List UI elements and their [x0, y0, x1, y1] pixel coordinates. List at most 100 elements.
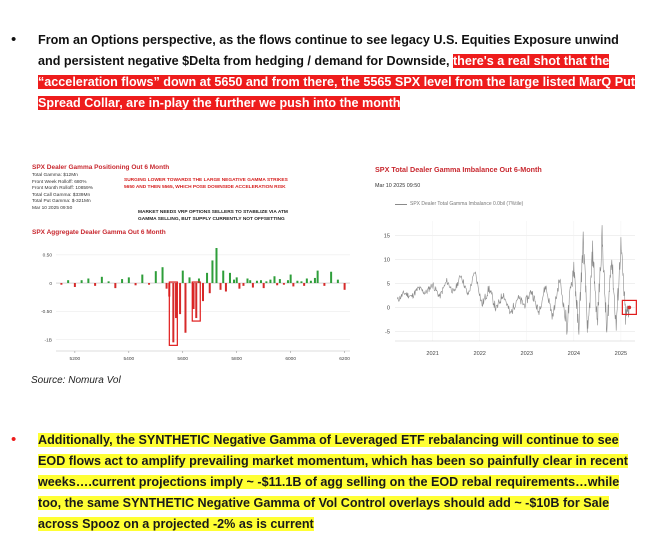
annotation-black-line: MARKET NEEDS VRP OPTIONS SELLERS TO STAB… [138, 210, 288, 215]
left-chart-stats: Total Gamma: $12Mn Front Week Rolloff: 6… [32, 173, 93, 213]
gamma-bar [300, 281, 303, 284]
y-tick-label: 5 [387, 281, 390, 287]
gamma-bar [330, 271, 333, 284]
y-tick-label: -5 [385, 329, 390, 335]
gamma-bar [195, 283, 198, 319]
gamma-bar [219, 283, 222, 290]
gamma-bar [94, 283, 97, 286]
gamma-bar [202, 283, 204, 302]
x-tick-label: 2024 [568, 351, 580, 357]
gamma-bar [289, 274, 292, 284]
gamma-bar [336, 279, 339, 284]
gamma-bar [224, 283, 227, 292]
gamma-bar [181, 270, 184, 284]
x-tick-label: 5800 [231, 356, 242, 362]
stat-line: Total Call Gamma: $339Mn [32, 192, 91, 198]
gamma-bar [246, 278, 249, 284]
y-tick-label: 0 [49, 281, 52, 287]
right-chart-date: Mar 10 2025 09:50 [375, 183, 421, 189]
gamma-bar [238, 283, 241, 289]
gamma-bar [255, 280, 258, 284]
gamma-imbalance-line-chart: 15 10 5 0 -5 2021 2022 2023 2024 2025 [384, 221, 637, 357]
gamma-bar [208, 283, 211, 294]
gamma-bar [114, 283, 117, 289]
highlight-box [191, 281, 201, 322]
source-caption: Source: Nomura Vol [31, 375, 121, 386]
gamma-bar [282, 283, 285, 285]
gamma-bar [141, 274, 144, 284]
x-tick-label: 2022 [473, 351, 485, 357]
x-tick-label: 6000 [285, 356, 296, 362]
gamma-bar [134, 283, 137, 286]
gamma-bar [228, 272, 231, 284]
gamma-bar [179, 283, 182, 315]
gamma-bar [259, 280, 262, 284]
y-tick-label: 0.50 [43, 253, 53, 259]
stat-line: Total Put Gamma: $-321Mn [32, 199, 91, 205]
stat-line: Total Gamma: $12Mn [32, 173, 78, 178]
y-tick-label: -1B [45, 337, 52, 343]
gamma-bar [211, 260, 214, 284]
gamma-bar [154, 271, 157, 284]
annotation-red-line: SURGING LOWER TOWARDS THE LARGE NEGATIVE… [124, 178, 288, 183]
stat-line: Front Month Rolloff: 10859% [32, 186, 93, 192]
highlight-box [168, 281, 178, 346]
right-chart-title: SPX Total Dealer Gamma Imbalance Out 6-M… [375, 165, 542, 174]
paragraph-plain-text: From an Options perspective, as the flow… [38, 33, 619, 68]
annotation-red-line: 5650 AND THEN 5565, WHICH POSE DOWNSIDE … [124, 184, 286, 190]
gamma-bar [73, 283, 76, 287]
gamma-bar [249, 280, 252, 284]
gamma-bar [343, 283, 346, 290]
gamma-bar [292, 283, 295, 287]
x-tick-label: 2021 [426, 351, 438, 357]
annotation-red: SURGING LOWER TOWARDS THE LARGE NEGATIVE… [124, 178, 288, 191]
right-gamma-imbalance-figure: SPX Total Dealer Gamma Imbalance Out 6-M… [373, 158, 645, 366]
gamma-bar [242, 283, 245, 286]
bullet-marker: • [11, 431, 17, 448]
gamma-bar [107, 281, 110, 284]
stat-line: Mar 10 2025 09:50 [32, 205, 73, 211]
gamma-bar [316, 270, 319, 284]
gamma-bar [67, 280, 70, 284]
bullet-marker: • [11, 31, 17, 48]
gamma-bar [269, 279, 272, 284]
gamma-bar [60, 283, 63, 285]
gamma-bar [313, 277, 316, 284]
stat-line: Front Week Rolloff: 680% [32, 179, 87, 185]
gamma-bar [192, 283, 195, 310]
x-tick-label: 5600 [177, 356, 188, 362]
x-tick-label: 5400 [123, 356, 134, 362]
gamma-bar [188, 277, 191, 284]
gamma-bar [276, 283, 279, 286]
y-tick-label: -0.50 [41, 309, 52, 315]
left-chart-title: SPX Dealer Gamma Positioning Out 6 Month [32, 164, 170, 171]
annotation-black: MARKET NEEDS VRP OPTIONS SELLERS TO STAB… [138, 210, 288, 223]
gamma-bar [197, 278, 200, 284]
gamma-bar [278, 279, 281, 284]
gamma-bar [273, 276, 276, 284]
gamma-bar [172, 283, 175, 343]
gamma-bar [251, 283, 254, 288]
y-tick-label: 0 [387, 305, 390, 311]
paragraph-text-1: From an Options perspective, as the flow… [38, 30, 638, 114]
gamma-bar [233, 279, 236, 284]
gamma-bar [265, 281, 268, 284]
y-tick-label: 10 [384, 257, 390, 263]
gamma-bar [87, 278, 90, 284]
gamma-bar [296, 280, 299, 284]
right-chart-legend: SPX Dealer Total Gamma Imbalance 0.0bil … [410, 201, 524, 207]
annotation-black-line: GAMMA SELLING, BUT SUPPLY CURRENTLY NOT … [138, 216, 285, 222]
gamma-bar [148, 283, 151, 285]
gamma-bar [80, 280, 83, 284]
gamma-bar [222, 270, 225, 284]
x-tick-label: 6200 [339, 356, 350, 362]
gamma-bar [121, 279, 124, 284]
gamma-bar [286, 280, 289, 284]
gamma-bar [100, 276, 103, 284]
gamma-bar [206, 272, 209, 284]
aggregate-gamma-bar-chart: 0.50 0 -0.50 -1B 5200 5400 5600 5800 6000 6200 [41, 248, 350, 362]
x-tick-label: 2025 [615, 351, 627, 357]
gamma-bar [127, 277, 130, 284]
gamma-bar [235, 277, 238, 284]
gamma-bar [323, 283, 326, 286]
